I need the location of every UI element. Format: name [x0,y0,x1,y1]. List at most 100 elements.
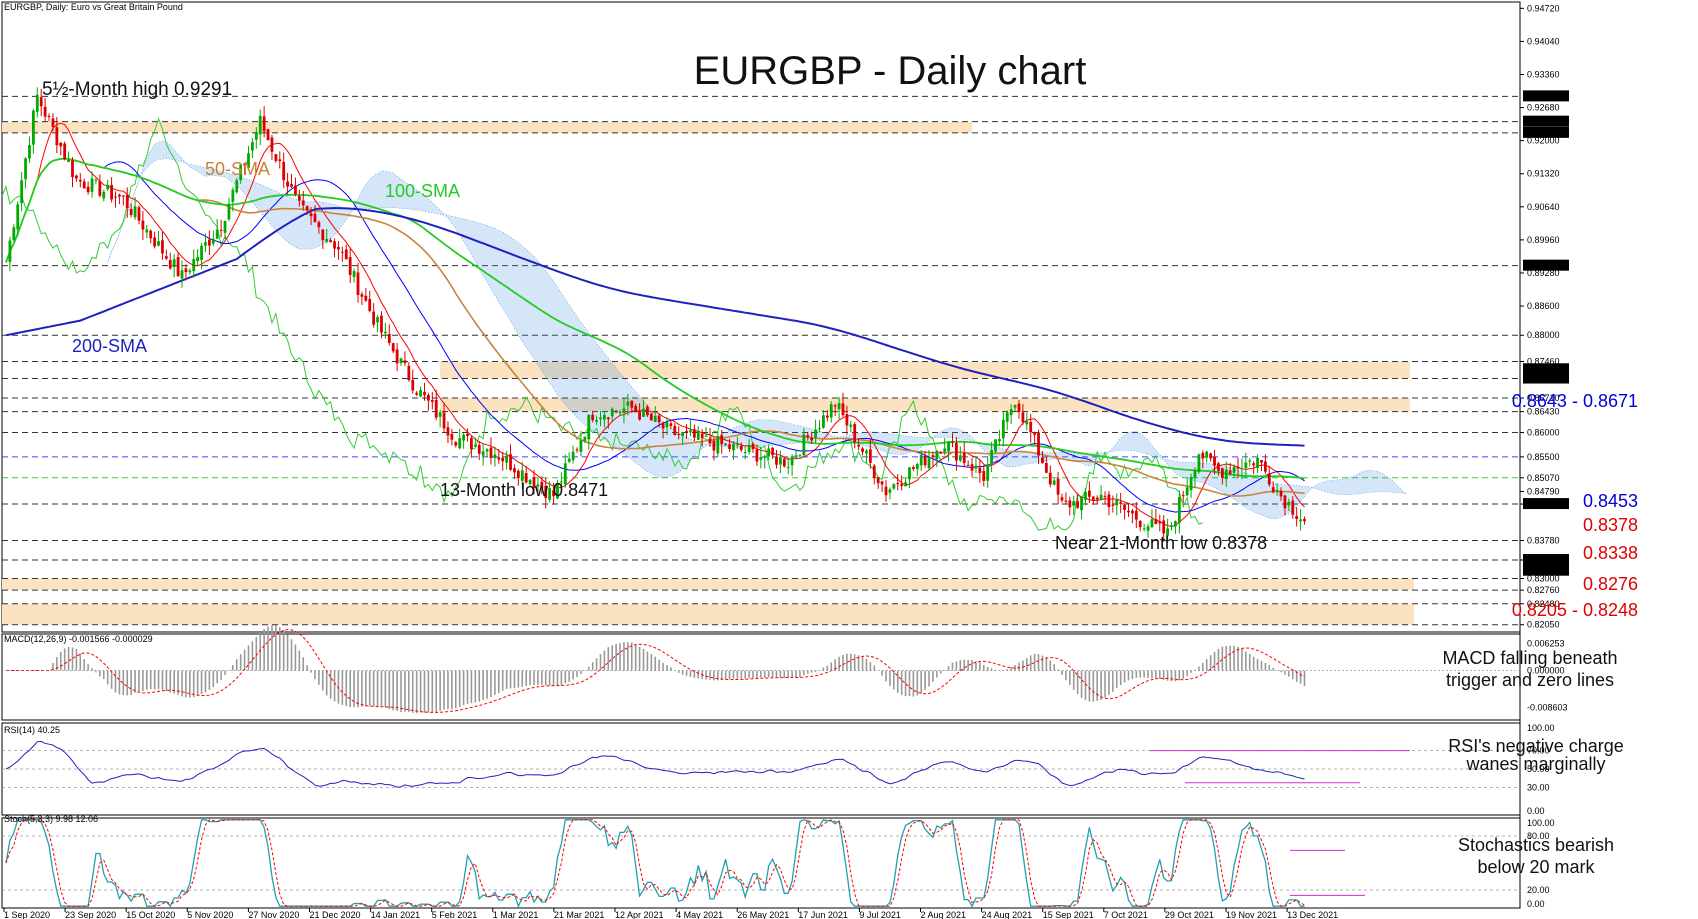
candle-body [297,196,301,201]
candle-body [1080,497,1083,511]
kijun-line [5,158,1305,513]
candle-body [376,317,379,323]
candle-body [591,414,595,421]
time-tick-label: 13 Dec 2021 [1287,910,1338,919]
candle-body [1185,487,1189,496]
price-highlight-label: 0.92390 [1526,117,1559,127]
candle-body [990,450,993,465]
candle-body [1076,501,1080,508]
candle-body [149,230,153,239]
candle-body [704,435,708,437]
candle-body [833,405,837,407]
stoch-tick-label: 100.00 [1527,818,1555,828]
candle-body [43,106,47,117]
price-highlight-label: 0.87110 [1526,374,1558,384]
price-highlight-box [1523,115,1569,127]
candle-body [1252,463,1256,466]
candle-body [571,451,575,461]
time-tick-label: 15 Sep 2021 [1043,910,1094,919]
candle-body [1044,463,1048,473]
panel-frame [1,817,1521,909]
candle-body [630,400,634,408]
rsi-tick-label: 30.00 [1527,782,1550,792]
price-tick-label: 0.87460 [1527,357,1560,367]
level-8453-label: 0.8453 [1583,491,1638,511]
support-resistance-zones [2,121,1414,625]
price-highlight-box [1523,564,1569,576]
time-tick-label: 1 Mar 2021 [493,910,539,919]
candle-body [1158,521,1162,524]
candle-body [1263,461,1267,472]
candle-body [606,417,610,420]
time-tick-label: 21 Mar 2021 [554,910,605,919]
candle-body [880,481,884,485]
candle-body [599,417,602,420]
candle-body [125,195,129,208]
candle-body [227,204,231,220]
price-zone [440,398,1410,412]
stoch-tick-label: 0.00 [1527,899,1545,909]
candle-body [262,116,266,132]
stoch-tick-label: 80.00 [1527,831,1550,841]
candle-body [501,457,505,462]
candle-body [548,488,552,500]
price-highlight-box [1523,554,1569,565]
candle-body [454,442,458,446]
candle-body [583,436,587,441]
macd-tick-label: 0.006253 [1527,639,1565,649]
candle-body [771,447,774,456]
price-tick-label: 0.82760 [1527,585,1560,595]
price-tick-label: 0.92680 [1527,103,1560,113]
rsi-tick-label: 0.00 [1527,806,1545,816]
price-zone [2,121,972,133]
price-tick-label: 0.94720 [1527,3,1560,13]
price-highlight-label: 0.92160 [1526,128,1559,138]
candle-body [129,208,133,216]
candle-body [904,482,907,487]
candle-body [794,455,798,457]
candle-body [603,414,606,420]
candle-body [364,295,368,301]
candle-body [102,191,106,199]
time-tick-label: 7 Oct 2021 [1104,910,1148,919]
candle-body [383,331,387,334]
candle-body [1267,473,1271,485]
candle-body [470,438,473,450]
symbol-info: EURGBP, Daily: Euro vs Great Britain Pou… [4,2,183,12]
time-tick-label: 23 Sep 2020 [65,910,116,919]
candle-body [121,195,125,197]
time-tick-label: 4 May 2021 [676,910,723,919]
low13-annotation: 13-Month low 0.8471 [440,480,608,500]
candle-body [86,186,90,193]
candle-body [786,466,790,468]
candle-body [153,237,157,247]
rsi-tick-label: 50.00 [1527,764,1550,774]
candle-body [1177,497,1181,523]
candle-body [321,229,325,241]
candle-body [1001,419,1005,439]
candle-body [266,129,270,141]
candle-body [137,207,141,221]
candle-body [1291,500,1295,515]
candle-body [712,440,716,451]
candle-body [466,433,469,436]
candle-body [356,272,360,295]
candle-body [908,467,911,480]
candle-body [1150,519,1154,528]
candle-body [579,440,583,452]
candle-body [290,184,293,187]
candle-body [806,435,810,438]
price-highlight-box [1523,372,1569,384]
candle-body [1029,421,1033,433]
candle-body [1209,453,1213,459]
candle-body [927,456,931,469]
candle-body [1146,526,1150,531]
candle-body [1295,516,1299,520]
candle-body [211,238,215,244]
price-tick-label: 0.91320 [1527,169,1560,179]
candle-body [438,412,442,417]
candle-body [493,454,497,459]
sma50-label: 50-SMA [205,159,270,179]
candle-body [735,444,739,446]
candle-body [344,249,348,260]
